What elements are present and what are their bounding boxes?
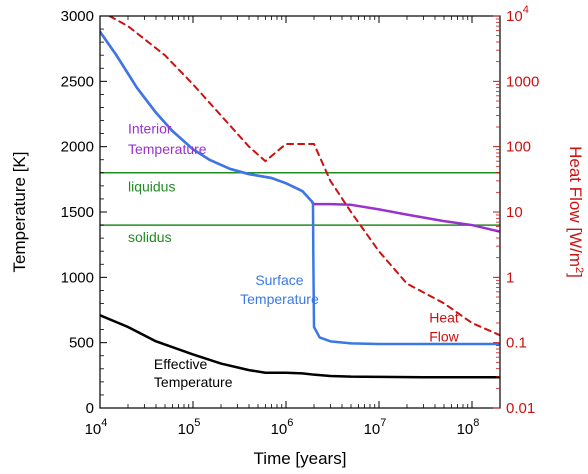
heatflow-series-line [107,16,500,337]
annotation-heat2: Flow [429,328,459,344]
y-right-tick-label: 1 [506,269,514,286]
y-right-tick-label: 1000 [506,73,539,90]
x-tick-label: 107 [364,417,387,438]
x-tick-exp: 8 [473,417,479,429]
y-right-tick-base: 1000 [506,73,539,90]
y-right-tick-base: 0.1 [506,335,527,352]
y-right-axis-title-close: ] [566,273,585,278]
y-left-tick-label: 0 [86,400,94,417]
x-tick-exp: 5 [194,417,200,429]
y-left-tick-label: 500 [69,335,94,352]
effective-series-line [100,313,500,379]
x-tick-base: 10 [457,421,474,438]
x-tick-label: 104 [85,417,108,438]
y-left-tick-label: 2500 [61,73,94,90]
x-axis-title: Time [years] [254,449,347,468]
x-tick-exp: 6 [287,417,293,429]
y-right-tick-base: 0.01 [506,400,535,417]
y-left-tick-label: 3000 [61,8,94,25]
y-right-tick-exp: 4 [523,4,529,16]
annotation-interior2: Temperature [128,141,207,157]
annotation-layer: Interior Temperature liquidus solidus Surfac… [128,121,460,390]
ticks-layer: 104 105 106 107 1080500100015002000250030000… [61,4,540,438]
y-left-axis-title: Temperature [K] [10,152,29,273]
lines-layer [100,16,500,379]
y-right-tick-label: 104 [506,4,529,25]
annotation-surface1: Surface [255,272,303,288]
x-tick-base: 10 [85,421,102,438]
y-right-tick-base: 100 [506,139,531,156]
y-right-axis-title-sup: 2 [573,267,585,273]
y-right-tick-base: 10 [506,8,523,25]
y-right-tick-label: 0.01 [506,400,535,417]
x-tick-base: 10 [271,421,288,438]
surface-series-line [100,30,500,346]
x-tick-label: 106 [271,417,294,438]
x-tick-base: 10 [364,421,381,438]
x-tick-label: 105 [178,417,201,438]
y-right-tick-label: 0.1 [506,335,527,352]
x-tick-label: 108 [457,417,480,438]
annotation-effective1: Effective [154,356,208,372]
y-right-axis-title-main: Heat Flow [W/m [566,146,585,267]
x-tick-exp: 7 [380,417,386,429]
annotation-surface2: Temperature [240,291,319,307]
y-right-tick-base: 10 [506,204,523,221]
y-right-axis-title: Heat Flow [W/m2] [566,146,585,278]
annotation-liquidus: liquidus [128,179,175,195]
y-right-tick-label: 10 [506,204,523,221]
annotation-effective2: Temperature [154,374,233,390]
annotation-heat1: Heat [429,309,459,325]
y-left-tick-label: 1000 [61,269,94,286]
plot-frame [99,15,501,409]
annotation-solidus: solidus [128,229,172,245]
annotation-interior1: Interior [128,121,172,137]
x-tick-exp: 4 [101,417,107,429]
y-left-tick-label: 2000 [61,139,94,156]
y-left-tick-label: 1500 [61,204,94,221]
y-right-tick-base: 1 [506,269,514,286]
x-tick-base: 10 [178,421,195,438]
y-right-tick-label: 100 [506,139,531,156]
